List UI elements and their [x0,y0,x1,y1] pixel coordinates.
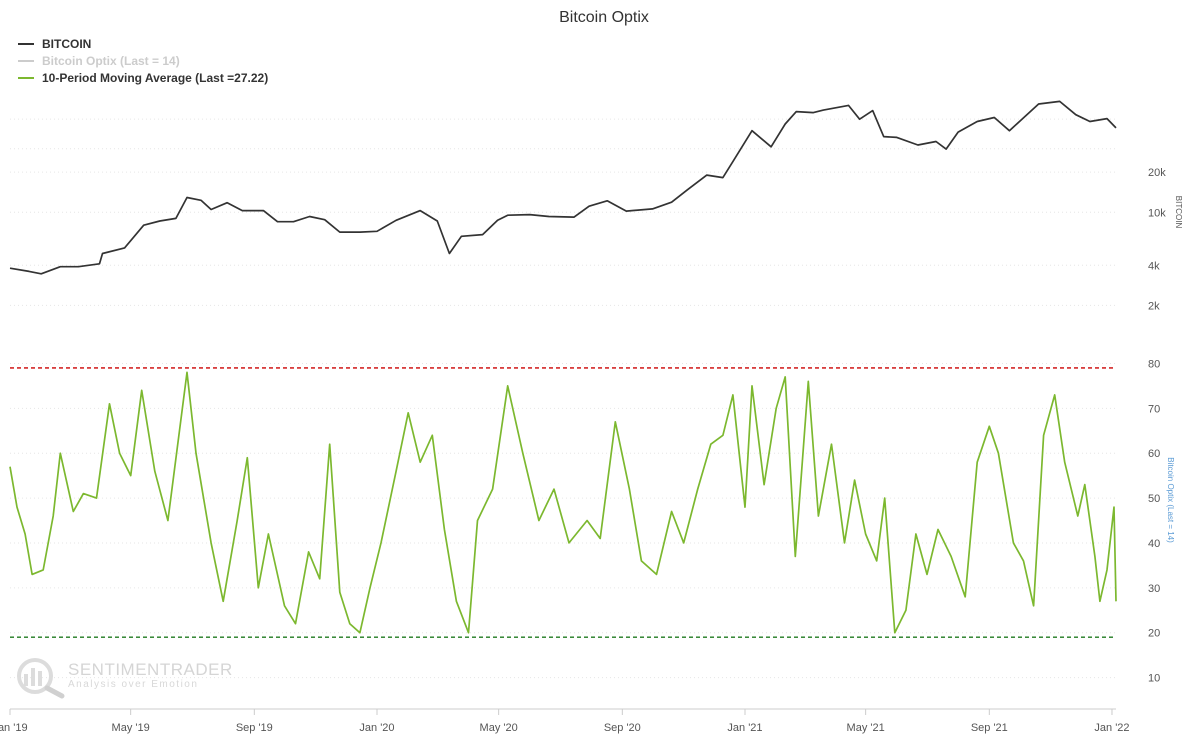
y-tick-label-bitcoin: 2k [1148,300,1160,312]
legend-item-bitcoin[interactable]: BITCOIN [18,37,91,51]
y-axis-optix: Bitcoin Optix (Last = 14) 10 20 30 40 50 60 70… [1148,358,1175,684]
watermark: SENTIMENTRADER Analysis over Emotion [17,658,233,699]
y-tick-label-optix: 80 [1148,358,1160,370]
gridlines [10,118,1116,679]
series-line-moving-average [9,371,1117,634]
watermark-brand: SENTIMENTRADER [68,660,233,679]
y-tick-label-optix: 20 [1148,628,1160,640]
legend-label-optix: Bitcoin Optix (Last = 14) [42,54,180,68]
y-tick-label-optix: 70 [1148,403,1160,415]
watermark-tagline: Analysis over Emotion [68,679,198,690]
series-line-bitcoin [9,100,1117,275]
x-tick-label: May '21 [847,722,885,734]
legend-label-bitcoin: BITCOIN [42,37,91,51]
x-tick-label: Jan '22 [1094,722,1129,734]
sentimentrader-logo [17,658,65,699]
y-tick-label-optix: 60 [1148,448,1160,460]
x-tick-label: Jan '21 [727,722,762,734]
x-tick-label: Sep '21 [971,722,1008,734]
x-axis: Jan '19 May '19 Sep '19 Jan '20 May '20 Sep '… [0,708,1130,734]
y-axis-bitcoin: BITCOIN 2k 4k 10k 20k [1148,167,1183,312]
y-tick-label-optix: 10 [1148,673,1160,685]
y-tick-label-bitcoin: 20k [1148,167,1166,179]
legend-label-moving-average: 10-Period Moving Average (Last =27.22) [42,71,268,85]
x-tick-label: Sep '19 [236,722,273,734]
x-tick-label: May '19 [112,722,150,734]
y-tick-label-optix: 30 [1148,583,1160,595]
y-tick-label-optix: 40 [1148,538,1160,550]
y-axis-label-optix: Bitcoin Optix (Last = 14) [1166,457,1175,543]
x-tick-label: Jan '19 [0,722,28,734]
chart-title: Bitcoin Optix [559,9,649,26]
y-axis-label-bitcoin: BITCOIN [1174,196,1183,229]
y-tick-label-optix: 50 [1148,493,1160,505]
legend: BITCOIN Bitcoin Optix (Last = 14) 10-Per… [18,37,268,85]
x-tick-label: May '20 [480,722,518,734]
series-layer [9,100,1117,634]
y-tick-label-bitcoin: 10k [1148,207,1166,219]
legend-item-moving-average[interactable]: 10-Period Moving Average (Last =27.22) [18,71,268,85]
y-tick-label-bitcoin: 4k [1148,260,1160,272]
x-tick-label: Jan '20 [359,722,394,734]
reference-lines [10,367,1116,638]
x-tick-label: Sep '20 [604,722,641,734]
legend-item-optix[interactable]: Bitcoin Optix (Last = 14) [18,54,180,68]
